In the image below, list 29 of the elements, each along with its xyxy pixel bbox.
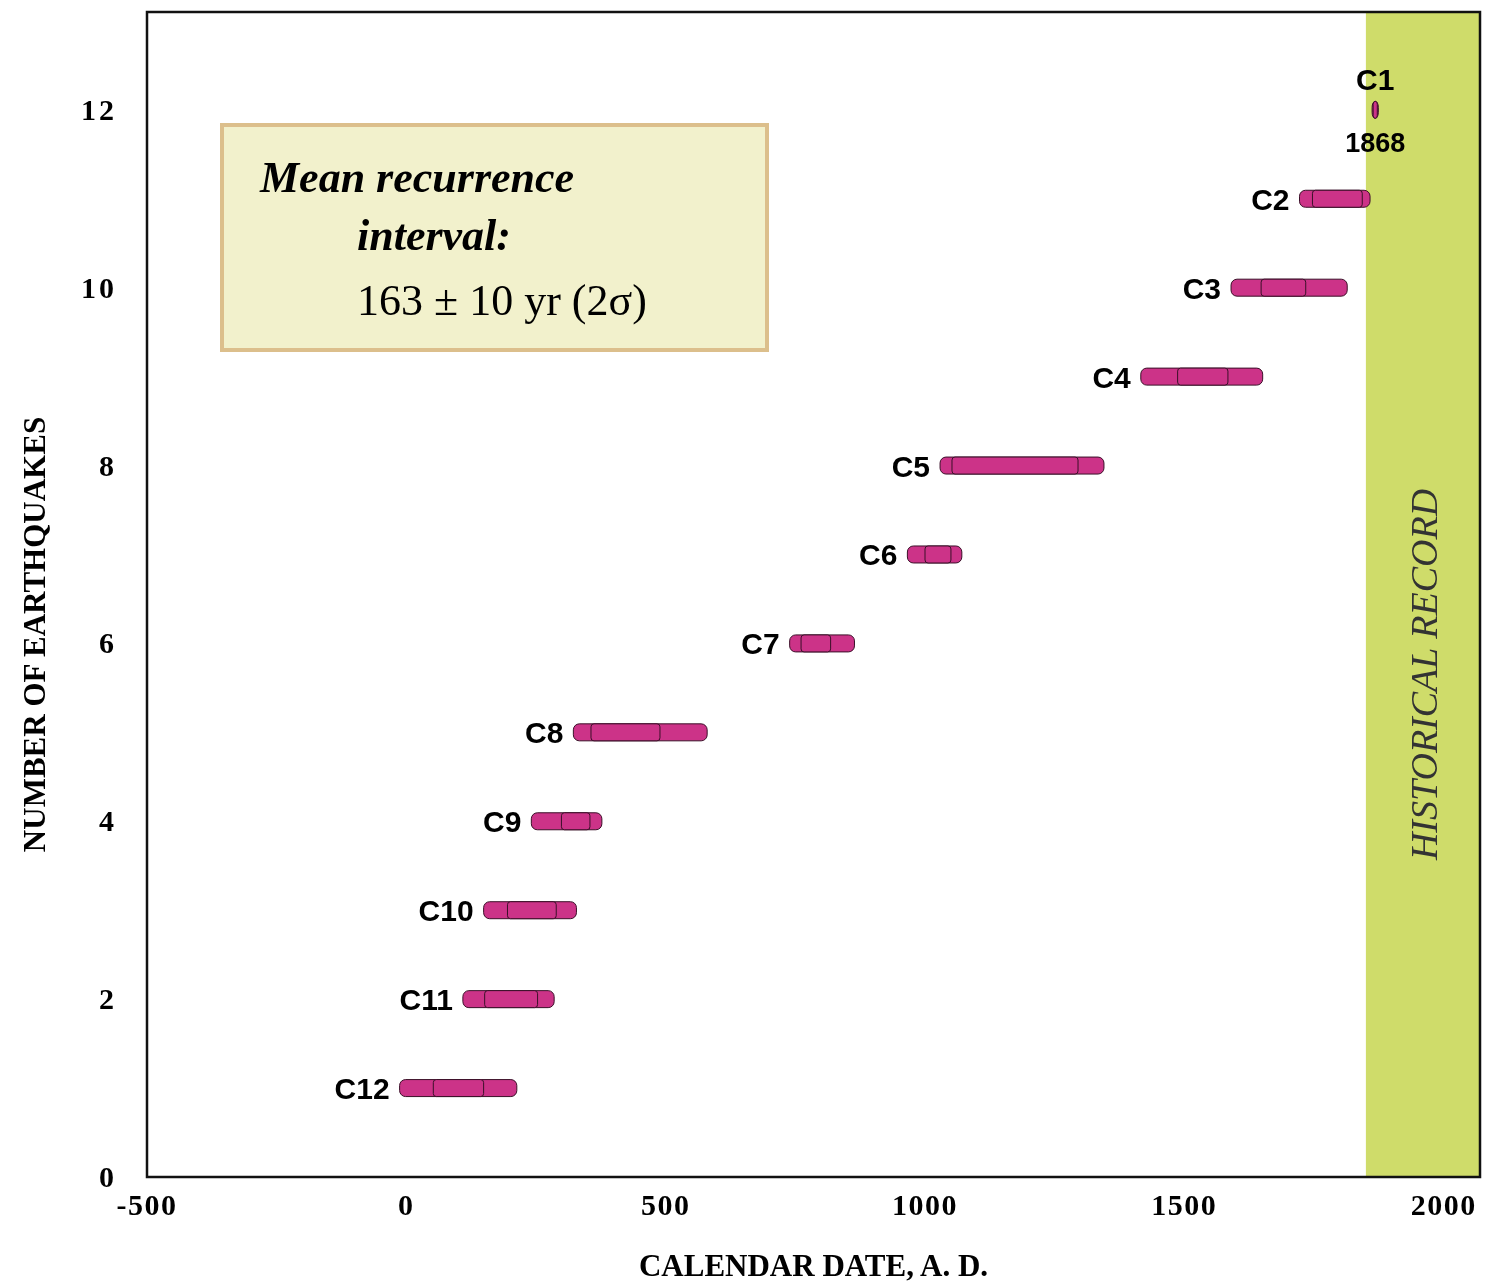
annotation: C2 [1251, 182, 1290, 216]
annotation: C8 [524, 716, 564, 750]
y-tick-label: 4 [99, 804, 117, 838]
band-label: HISTORICAL RECORD [1402, 488, 1445, 862]
annotation: C3 [1182, 271, 1222, 305]
x-tick-label: 1500 [1151, 1188, 1218, 1221]
annotation: C12 [334, 1072, 390, 1106]
annotation: C6 [859, 538, 898, 572]
y-tick-label: 6 [99, 626, 117, 660]
x-tick-label: 1000 [892, 1188, 959, 1221]
annotation: Mean recurrence interval: [259, 153, 575, 260]
annotation: C9 [482, 805, 522, 839]
x-tick-label: 500 [640, 1188, 691, 1221]
y-tick-label: 10 [81, 270, 117, 304]
annotation: C5 [891, 449, 931, 483]
annotation: 163 ± 10 yr (2σ) [357, 276, 647, 325]
x-axis-title: CALENDAR DATE, A. D. [638, 1248, 989, 1282]
y-tick-label: 0 [99, 1160, 117, 1193]
x-tick-label: 0 [398, 1188, 415, 1221]
y-tick-label: 2 [99, 982, 117, 1016]
x-tick-label: 2000 [1410, 1188, 1477, 1221]
y-tick-label: 12 [81, 92, 117, 126]
y-axis-title: NUMBER OF EARTHQUAKES [17, 416, 52, 853]
y-tick-label: 8 [99, 448, 117, 482]
x-tick-label: -500 [116, 1188, 178, 1221]
annotation: C7 [741, 627, 780, 661]
annotation: C4 [1092, 360, 1132, 394]
annotation: C11 [399, 983, 453, 1017]
annotation: C10 [418, 894, 474, 928]
